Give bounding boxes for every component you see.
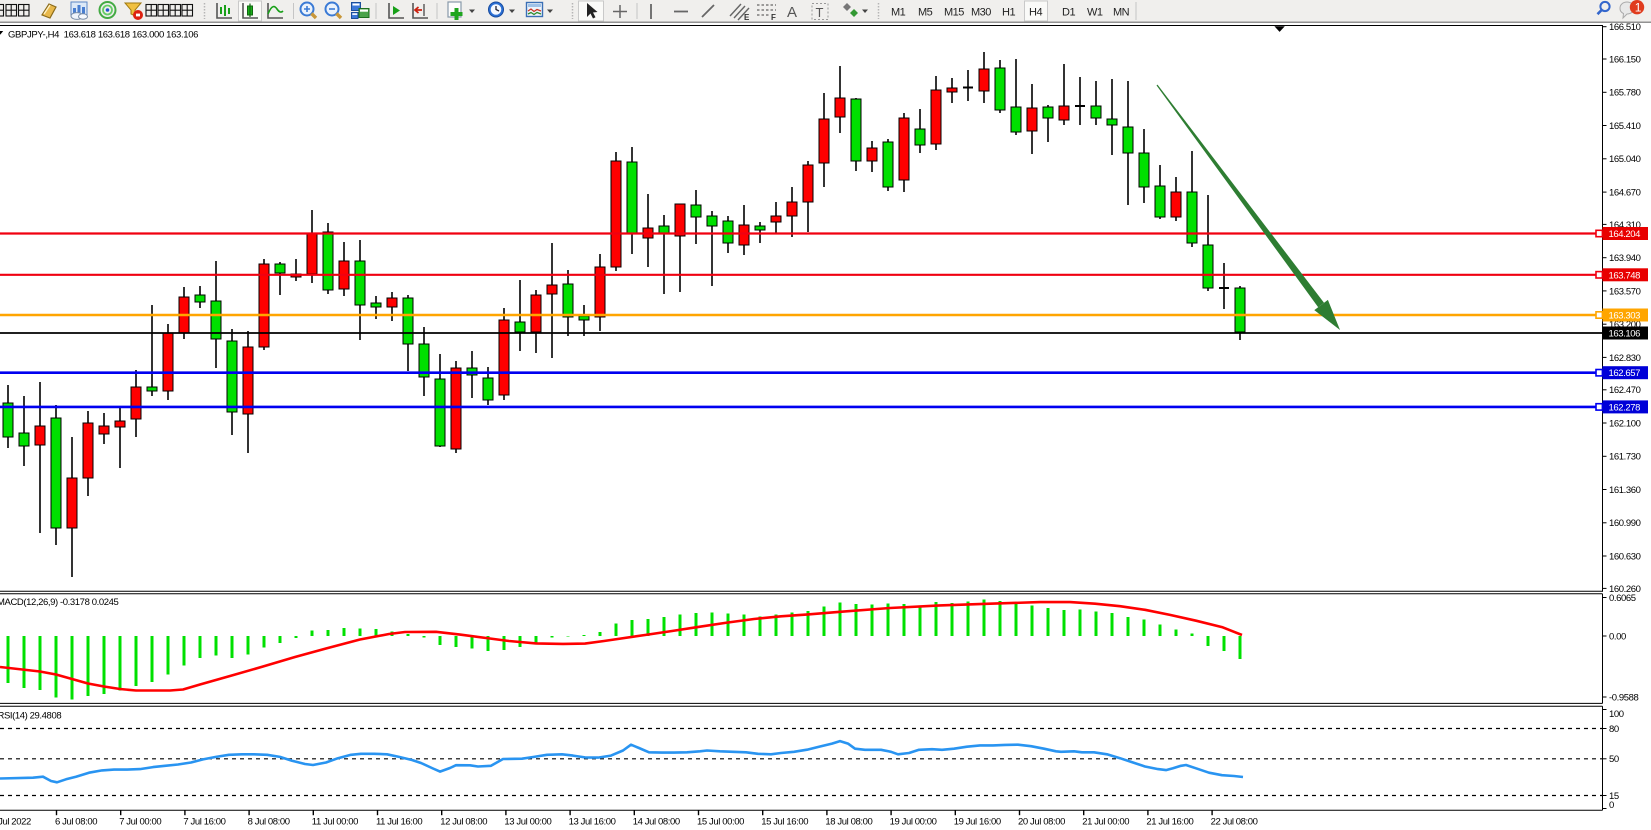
svg-text:7 Jul 00:00: 7 Jul 00:00 [119,817,161,828]
svg-text:161.730: 161.730 [1609,452,1641,463]
svg-text:W1: W1 [1087,6,1103,18]
svg-text:-0.9588: -0.9588 [1609,692,1639,703]
svg-text:162.100: 162.100 [1609,418,1641,429]
svg-text:MACD(12,26,9) -0.3178 0.0245: MACD(12,26,9) -0.3178 0.0245 [0,597,118,608]
svg-text:1: 1 [1635,1,1642,15]
svg-text:161.360: 161.360 [1609,485,1641,496]
svg-text:E: E [744,13,750,22]
svg-text:163.106: 163.106 [1609,329,1641,340]
svg-text:18 Jul 08:00: 18 Jul 08:00 [825,817,872,828]
svg-text:MN: MN [1113,6,1130,18]
svg-text:20 Jul 08:00: 20 Jul 08:00 [1018,817,1065,828]
svg-text:GBPJPY-,H4 163.618 163.618 16: GBPJPY-,H4 163.618 163.618 163.000 163.1… [8,29,198,40]
svg-text:160.260: 160.260 [1609,584,1641,595]
svg-text:163.748: 163.748 [1609,270,1641,281]
svg-text:T: T [816,5,824,20]
svg-text:11 Jul 16:00: 11 Jul 16:00 [376,817,422,828]
svg-text:165.780: 165.780 [1609,88,1641,99]
svg-text:0: 0 [1609,800,1614,811]
svg-text:163.200: 163.200 [1609,320,1641,331]
svg-text:M15: M15 [944,6,964,18]
svg-text:163.940: 163.940 [1609,253,1641,264]
svg-text:RSI(14) 29.4808: RSI(14) 29.4808 [0,711,61,722]
svg-text:12 Jul 08:00: 12 Jul 08:00 [440,817,487,828]
svg-text:166.150: 166.150 [1609,54,1641,65]
svg-text:M5: M5 [918,6,933,18]
svg-text:19 Jul 16:00: 19 Jul 16:00 [954,817,1001,828]
svg-text:A: A [787,4,797,21]
svg-text:0.6065: 0.6065 [1609,593,1636,604]
svg-text:162.830: 162.830 [1609,353,1641,364]
svg-text:80: 80 [1609,724,1619,735]
svg-text:15 Jul 16:00: 15 Jul 16:00 [761,817,808,828]
svg-text:6 Jul 08:00: 6 Jul 08:00 [55,817,97,828]
svg-text:15 Jul 00:00: 15 Jul 00:00 [697,817,744,828]
svg-text:M1: M1 [891,6,906,18]
svg-text:164.310: 164.310 [1609,220,1641,231]
svg-text:162.657: 162.657 [1609,368,1641,379]
svg-text:11 Jul 00:00: 11 Jul 00:00 [312,817,358,828]
svg-text:160.630: 160.630 [1609,551,1641,562]
svg-text:H1: H1 [1002,6,1015,18]
svg-text:M30: M30 [971,6,991,18]
svg-text:164.204: 164.204 [1609,229,1641,240]
svg-text:14 Jul 08:00: 14 Jul 08:00 [633,817,680,828]
svg-text:8 Jul 08:00: 8 Jul 08:00 [248,817,290,828]
svg-text:162.470: 162.470 [1609,385,1641,396]
svg-text:13 Jul 00:00: 13 Jul 00:00 [504,817,551,828]
svg-text:163.570: 163.570 [1609,286,1641,297]
svg-text:15: 15 [1609,791,1619,802]
svg-text:19 Jul 00:00: 19 Jul 00:00 [890,817,937,828]
svg-text:21 Jul 16:00: 21 Jul 16:00 [1146,817,1193,828]
svg-text:13 Jul 16:00: 13 Jul 16:00 [569,817,616,828]
svg-text:H4: H4 [1029,6,1042,18]
svg-text:100: 100 [1609,709,1624,720]
svg-text:50: 50 [1609,754,1619,765]
svg-text:166.510: 166.510 [1609,22,1641,33]
svg-text:162.278: 162.278 [1609,402,1641,413]
svg-text:0.00: 0.00 [1609,631,1626,642]
svg-text:22 Jul 08:00: 22 Jul 08:00 [1211,817,1258,828]
svg-text:163.303: 163.303 [1609,311,1641,322]
svg-text:165.410: 165.410 [1609,121,1641,132]
svg-text:F: F [771,13,776,22]
svg-text:21 Jul 00:00: 21 Jul 00:00 [1082,817,1129,828]
svg-text:6 Jul 2022: 6 Jul 2022 [0,817,31,828]
svg-text:165.040: 165.040 [1609,154,1641,165]
svg-text:164.670: 164.670 [1609,188,1641,199]
svg-text:D1: D1 [1062,6,1075,18]
svg-text:160.990: 160.990 [1609,518,1641,529]
svg-text:7 Jul 16:00: 7 Jul 16:00 [183,817,225,828]
